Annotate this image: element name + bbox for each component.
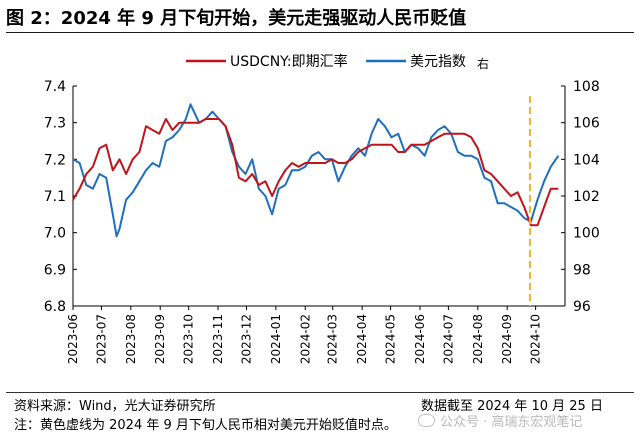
left-tick-label: 7.0 [44,226,66,242]
x-tick-label: 2024-03 [326,314,340,364]
wechat-icon [418,414,435,427]
x-tick-label: 2023-06 [66,314,80,364]
x-tick-label: 2023-09 [153,314,167,364]
x-tick-label: 2024-08 [471,314,485,364]
left-axis-ticks: 7.4 7.3 7.2 7.1 7.0 6.9 6.8 [44,79,77,315]
right-tick-label: 104 [573,152,600,168]
dollar-index-line [72,103,560,238]
date-note: 数据截至 2024 年 10 月 25 日 [421,399,603,414]
right-tick-label: 108 [573,79,600,95]
x-tick-label: 2024-04 [355,314,369,364]
x-tick-label: 2024-02 [298,314,312,364]
x-tick-label: 2024-09 [500,314,514,364]
x-tick-label: 2023-10 [182,314,196,364]
x-tick-label: 2024-05 [384,314,398,364]
legend-label-dollar-index: 美元指数 [410,54,466,70]
figure-title: 图 2：2024 年 9 月下旬开始，美元走强驱动人民币贬值 [6,8,467,29]
x-tick-label: 2024-06 [413,314,427,364]
right-tick-label: 98 [573,262,591,278]
right-tick-label: 96 [573,299,591,315]
left-tick-label: 6.9 [44,262,66,278]
left-tick-label: 6.8 [44,299,66,315]
left-tick-label: 7.1 [44,189,66,205]
right-tick-label: 102 [573,189,600,205]
x-axis-ticks: 2023-06 2023-07 2023-08 2023-09 2023-10 2023-… [66,306,543,364]
legend-axis-note: 右 [477,56,489,71]
left-tick-label: 7.4 [44,79,66,95]
left-tick-label: 7.3 [44,116,66,132]
source-note: 资料来源：Wind，光大证券研究所 [14,399,216,414]
right-tick-label: 106 [573,116,600,132]
legend-label-usdcny: USDCNY:即期汇率 [230,53,348,70]
right-axis-ticks: 108 106 104 102 100 98 96 [561,79,600,315]
legend: USDCNY:即期汇率 美元指数右 [186,53,489,71]
title-divider [6,32,634,33]
left-tick-label: 7.2 [44,152,66,168]
x-tick-label: 2023-12 [239,314,253,364]
plot-frame [72,86,566,307]
x-tick-label: 2024-01 [269,314,283,364]
watermark: 公众号 · 高瑞东宏观笔记 [418,411,582,430]
right-tick-label: 100 [573,226,600,242]
footer-divider [6,392,634,393]
usdcny-line [72,118,559,227]
x-tick-label: 2023-11 [211,314,225,364]
x-tick-label: 2023-08 [124,314,138,364]
footnote: 注：黄色虚线为 2024 年 9 月下旬人民币相对美元开始贬值时点。 [14,418,397,433]
x-tick-label: 2024-10 [529,314,543,364]
watermark-text: 公众号 · 高瑞东宏观笔记 [440,415,583,430]
x-tick-label: 2023-07 [94,314,108,364]
x-tick-label: 2024-07 [441,314,455,364]
series-lines [72,103,560,238]
